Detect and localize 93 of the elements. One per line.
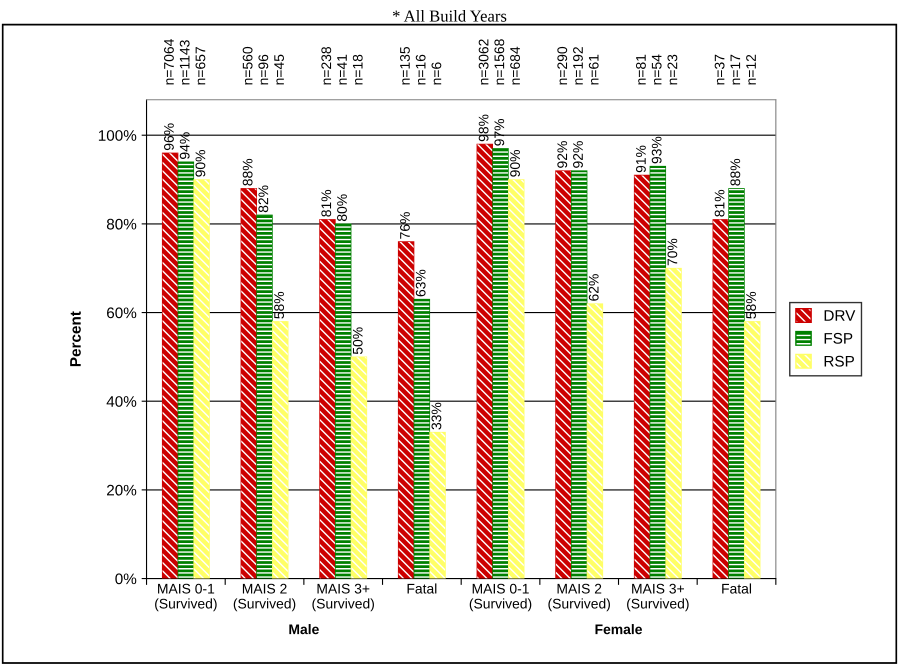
text: n=16	[416, 54, 426, 84]
text: n=37	[714, 54, 724, 84]
x-tick-label: MAIS 2 (Survived)	[234, 584, 296, 612]
x-tick-label: MAIS 2 (Survived)	[548, 584, 610, 612]
x-tick-label: MAIS 0-1 (Survived)	[155, 584, 217, 612]
data-label: 58%	[274, 292, 284, 319]
bar	[193, 179, 210, 579]
bar	[570, 170, 588, 579]
bar	[492, 148, 509, 579]
text: Male	[289, 624, 319, 634]
data-label: 94%	[180, 132, 190, 159]
data-label: 50%	[352, 327, 363, 354]
x-tick-label: Fatal	[408, 583, 436, 594]
data-label: 98%	[478, 114, 489, 142]
legend-label: RSP	[824, 356, 854, 367]
data-label: 88%	[730, 158, 740, 186]
bar	[476, 144, 493, 579]
bar	[256, 214, 273, 579]
legend-label: DRV	[824, 310, 856, 321]
text: n=12	[746, 54, 756, 84]
bar	[429, 432, 446, 579]
y-axis-title: Percent	[70, 311, 81, 366]
legend-label: FSP	[824, 332, 852, 344]
bar	[665, 268, 682, 579]
data-label: 96%	[164, 123, 174, 150]
data-label: 81%	[321, 190, 332, 217]
text: n=61	[588, 54, 599, 84]
bar	[350, 356, 368, 579]
text: n=23	[667, 54, 678, 84]
data-label: 76%	[400, 212, 410, 239]
text: n=3062	[478, 39, 489, 84]
text: n=684	[510, 46, 520, 84]
data-label: 90%	[195, 150, 206, 177]
bar	[508, 179, 524, 579]
text: n=657	[195, 47, 206, 84]
text: n=7064	[164, 39, 174, 84]
y-tick-label: 0%	[115, 573, 136, 584]
y-tick-label: 80%	[106, 218, 136, 230]
data-label: 97%	[494, 118, 504, 146]
bar	[414, 298, 430, 579]
bar	[319, 219, 336, 579]
text: n=45	[274, 54, 284, 84]
y-tick-label: 60%	[107, 307, 136, 318]
data-label: 82%	[258, 185, 268, 212]
x-tick-label: MAIS 3+ (Survived)	[312, 584, 374, 612]
x-tick-label: Fatal	[722, 583, 752, 594]
text: n=135	[400, 46, 410, 84]
data-label: 63%	[416, 270, 426, 296]
bar	[586, 303, 604, 579]
text: n=1143	[180, 40, 190, 84]
bar	[334, 224, 352, 579]
text: n=17	[730, 54, 740, 84]
data-label: 33%	[431, 402, 442, 430]
bar	[162, 152, 178, 579]
data-label: 62%	[588, 274, 599, 301]
text: n=290	[557, 46, 568, 84]
text: n=54	[652, 54, 662, 84]
bar	[398, 241, 414, 579]
data-label: 81%	[714, 190, 724, 217]
chart-title: * All Build Years	[392, 10, 506, 22]
text: Female	[596, 624, 642, 634]
text: n=41	[337, 54, 347, 84]
bar	[744, 321, 760, 579]
y-tick-label: 20%	[107, 484, 136, 496]
data-label: 58%	[746, 292, 756, 319]
text: n=1568	[494, 39, 504, 84]
bar	[555, 170, 572, 579]
data-label: 92%	[573, 141, 583, 168]
y-tick-label: 40%	[106, 396, 136, 407]
bar	[650, 166, 666, 579]
bar	[712, 219, 729, 579]
text: n=192	[573, 47, 583, 84]
bar	[634, 174, 650, 579]
bar	[272, 321, 288, 579]
text: n=560	[242, 46, 253, 84]
data-label: 93%	[652, 136, 662, 164]
text: n=238	[321, 46, 332, 84]
data-label: 70%	[667, 238, 678, 266]
data-label: 88%	[242, 158, 253, 186]
bar	[728, 188, 745, 579]
y-tick-label: 100%	[98, 130, 136, 141]
data-label: 90%	[510, 150, 520, 177]
x-tick-label: MAIS 3+ (Survived)	[627, 584, 689, 612]
text: n=18	[352, 54, 363, 84]
x-tick-label: MAIS 0-1 (Survived)	[470, 584, 532, 612]
data-label: 91%	[636, 146, 646, 172]
data-label: 92%	[557, 141, 568, 168]
text: n=6	[431, 62, 442, 84]
data-label: 80%	[337, 194, 347, 222]
bar	[178, 161, 194, 579]
text: n=96	[258, 54, 268, 84]
text: n=81	[636, 54, 646, 84]
bar	[240, 188, 258, 579]
